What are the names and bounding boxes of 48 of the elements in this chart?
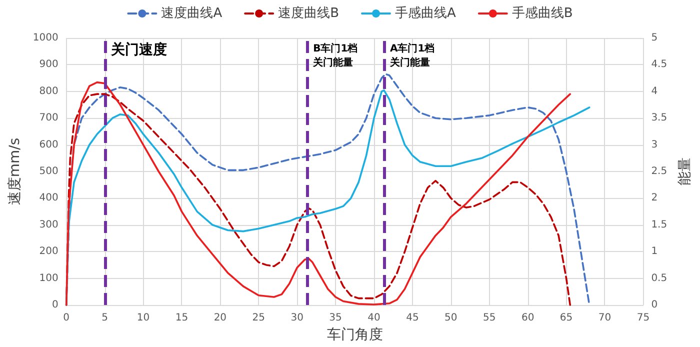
x-tick-label: 35 [329,312,342,324]
y-tick-label: 200 [39,246,58,258]
y2-tick-label: 3 [651,139,658,150]
x-tick-label: 55 [483,312,496,324]
x-tick-label: 0 [63,312,70,324]
y2-tick-label: 0.5 [651,272,668,284]
legend-label: 速度曲线B [278,5,340,21]
x-tick-label: 65 [560,312,573,324]
x-tick-label: 30 [290,312,304,324]
y2-axis-title: 能量 [677,158,693,186]
x-tick-label: 5 [102,312,108,324]
x-tick-label: 25 [252,312,265,324]
y-tick-label: 0 [52,300,58,310]
x-tick-label: 75 [636,312,650,324]
x-tick-label: 45 [406,312,419,324]
y2-tick-label: 2.5 [651,166,668,177]
y-tick-label: 800 [39,86,58,97]
y2-tick-label: 1 [651,246,658,258]
x-tick-label: 20 [214,312,227,324]
y-axis-title: 速度mm/s [7,138,23,206]
y2-tick-label: 3.5 [651,112,668,124]
x-tick-label: 40 [368,312,380,324]
x-tick-label: 15 [175,312,188,324]
y2-tick-label: 4 [651,86,658,97]
y2-tick-label: 5 [651,32,658,44]
y-tick-label: 400 [39,192,58,204]
x-tick-label: 10 [136,312,150,324]
legend-label: 手感曲线A [395,6,456,21]
x-tick-label: 50 [444,312,458,324]
y2-tick-label: 4.5 [651,59,668,70]
legend-label: 手感曲线B [512,6,573,21]
legend-label: 速度曲线A [161,5,222,21]
ref-line-label: A车门1档关门能量 [389,42,435,68]
y-tick-label: 1000 [32,32,58,44]
y-tick-label: 100 [39,272,58,284]
y2-tick-label: 1.5 [651,219,668,230]
x-axis-title: 车门角度 [326,326,383,343]
x-tick-label: 60 [521,312,534,324]
ref-line-label: B车门1档关门能量 [312,42,358,68]
ref-line-label: 关门速度 [110,41,167,58]
y-tick-label: 500 [39,166,58,177]
y-tick-label: 600 [39,139,58,150]
x-tick-label: 70 [598,312,612,324]
y2-tick-label: 0 [651,300,658,310]
y-tick-label: 900 [39,59,58,70]
y-tick-label: 700 [39,112,58,124]
y2-tick-label: 2 [651,192,658,204]
y-tick-label: 300 [39,219,58,230]
